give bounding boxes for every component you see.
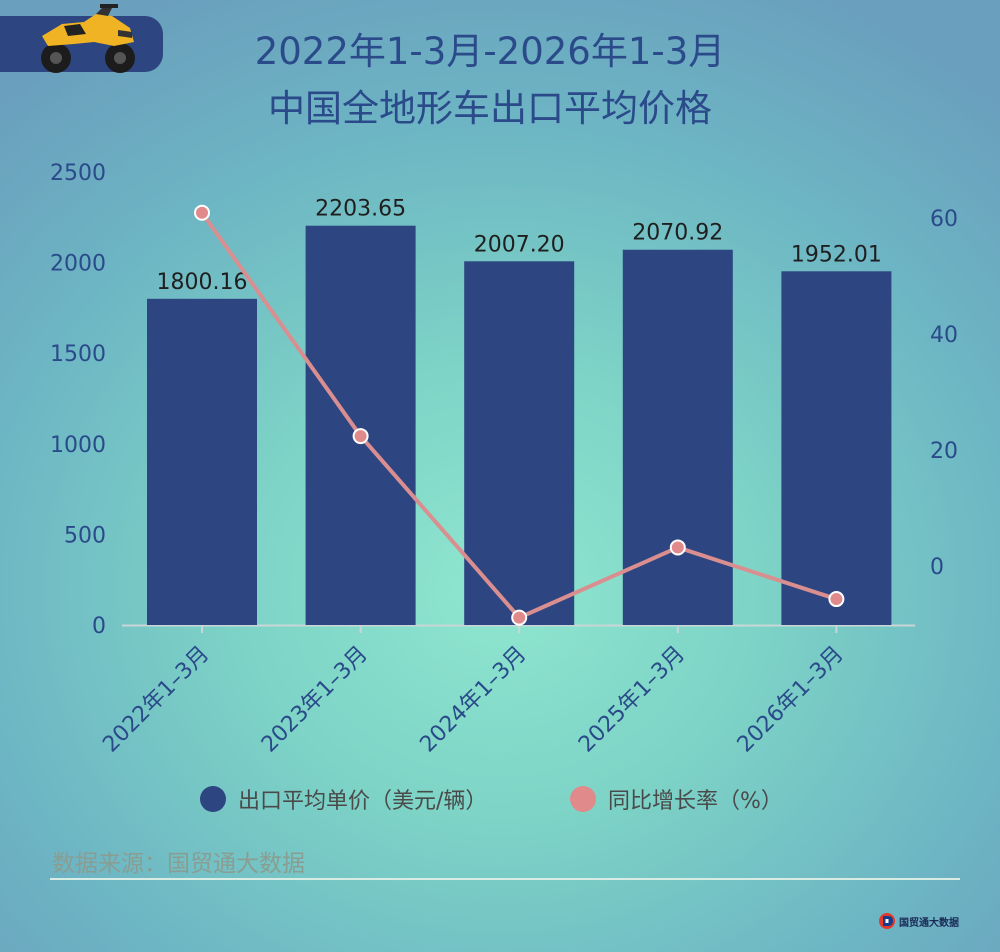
y-left-tick-label: 0 (92, 614, 106, 639)
bar (622, 249, 733, 625)
data-source: 数据来源：国贸通大数据 (52, 851, 305, 877)
bar-value-label: 2070.92 (632, 221, 723, 246)
atv-icon (41, 4, 135, 73)
growth-rate-point (669, 539, 686, 556)
x-tick-label: 2026年1–3月 (733, 642, 849, 758)
y-right-tick-label: 60 (930, 207, 958, 232)
bar-value-label: 1952.01 (791, 242, 882, 267)
brand-name: 国贸通大数据 (899, 917, 959, 929)
x-tick-label: 2023年1–3月 (257, 642, 373, 758)
x-tick-label: 2025年1–3月 (574, 642, 690, 758)
y-left-tick-label: 1000 (50, 433, 106, 458)
growth-rate-point (828, 591, 845, 608)
y-left-tick-label: 500 (64, 523, 106, 548)
y-right-tick-label: 0 (930, 555, 944, 580)
bar-value-label: 2007.20 (474, 232, 565, 257)
legend-swatch-price (200, 786, 226, 812)
legend-swatch-growth (570, 786, 596, 812)
legend-label-price: 出口平均单价（美元/辆） (238, 789, 488, 814)
bar (464, 261, 575, 625)
y-left-tick-label: 2000 (50, 252, 106, 277)
bar (781, 271, 892, 625)
growth-rate-point (194, 204, 210, 221)
brand-logo: 国贸通大数据 (878, 912, 959, 930)
chart-legend: 出口平均单价（美元/辆） 同比增长率（%） (0, 783, 1000, 815)
chart-title-line-2: 中国全地形车出口平均价格 (268, 87, 712, 130)
source-divider (50, 878, 960, 880)
y-left-tick-label: 2500 (50, 161, 106, 186)
growth-rate-point (352, 428, 369, 445)
bar-value-label: 2203.65 (315, 197, 406, 222)
bar (147, 298, 257, 625)
legend-item-growth: 同比增长率（%） (570, 783, 783, 815)
x-tick-label: 2024年1–3月 (415, 642, 531, 758)
growth-rate-point (511, 609, 528, 626)
y-right-tick-label: 40 (930, 323, 958, 348)
y-right-tick-label: 20 (930, 439, 958, 464)
bar (305, 225, 416, 626)
legend-item-price: 出口平均单价（美元/辆） (200, 783, 487, 815)
bar-value-label: 1800.16 (157, 270, 248, 295)
legend-label-growth: 同比增长率（%） (608, 789, 783, 814)
guomaotong-logo-icon (879, 913, 895, 929)
chart-title-line-1: 2022年1-3月-2026年1-3月 (254, 30, 726, 73)
y-left-tick-label: 1500 (50, 342, 106, 367)
x-tick-label: 2022年1–3月 (98, 642, 214, 758)
